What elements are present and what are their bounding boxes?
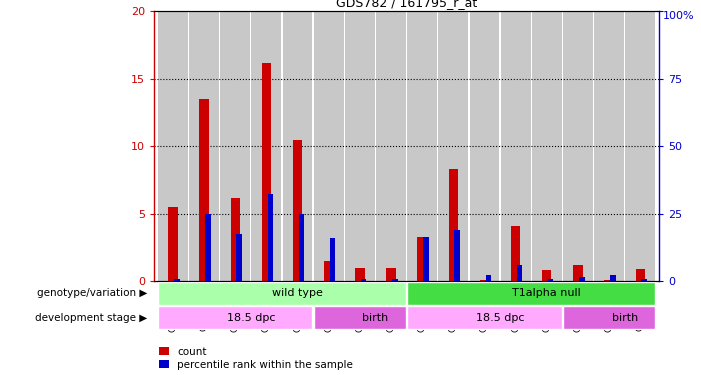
Bar (314, 306, 406, 329)
Bar (231, 198, 240, 281)
Text: T1alpha null: T1alpha null (512, 288, 581, 298)
Text: birth: birth (362, 313, 388, 323)
Bar (636, 269, 645, 281)
Bar (479, 280, 489, 281)
Bar (611, 274, 615, 281)
Bar (641, 279, 647, 281)
Bar (449, 169, 458, 281)
Bar (511, 226, 520, 281)
Bar (220, 11, 250, 281)
Bar (299, 214, 304, 281)
Bar (563, 306, 655, 329)
Bar (454, 230, 460, 281)
Legend: count, percentile rank within the sample: count, percentile rank within the sample (159, 346, 353, 370)
Bar (407, 282, 655, 305)
Bar (438, 11, 468, 281)
Bar (283, 11, 313, 281)
Bar (625, 11, 655, 281)
Bar (501, 11, 531, 281)
Bar (563, 11, 593, 281)
Bar (548, 279, 553, 281)
Bar (517, 265, 522, 281)
Bar (361, 279, 367, 281)
Bar (423, 237, 429, 281)
Text: wild type: wild type (272, 288, 323, 298)
Text: genotype/variation ▶: genotype/variation ▶ (37, 288, 147, 298)
Bar (392, 279, 397, 281)
Text: 18.5 dpc: 18.5 dpc (226, 313, 275, 323)
Bar (268, 194, 273, 281)
Bar (407, 11, 437, 281)
Bar (579, 277, 585, 281)
Bar (168, 207, 177, 281)
Bar (418, 237, 427, 281)
Bar (261, 63, 271, 281)
Bar (470, 11, 499, 281)
Bar (604, 280, 614, 281)
Title: GDS782 / 161795_r_at: GDS782 / 161795_r_at (336, 0, 477, 9)
Bar (189, 11, 219, 281)
Bar (376, 11, 406, 281)
Text: birth: birth (611, 313, 638, 323)
Bar (330, 238, 335, 281)
Text: 100%: 100% (663, 11, 695, 21)
Bar (594, 11, 624, 281)
Bar (532, 11, 562, 281)
Bar (199, 99, 209, 281)
Bar (158, 282, 406, 305)
Bar (486, 274, 491, 281)
Bar (174, 279, 179, 281)
Text: 18.5 dpc: 18.5 dpc (476, 313, 524, 323)
Bar (205, 214, 211, 281)
Text: development stage ▶: development stage ▶ (35, 313, 147, 323)
Bar (573, 265, 583, 281)
Bar (407, 306, 562, 329)
Bar (158, 306, 313, 329)
Bar (252, 11, 281, 281)
Bar (345, 11, 375, 281)
Bar (293, 140, 302, 281)
Bar (324, 261, 334, 281)
Bar (386, 268, 395, 281)
Bar (355, 268, 365, 281)
Bar (158, 11, 188, 281)
Bar (314, 11, 343, 281)
Bar (236, 234, 242, 281)
Bar (542, 270, 552, 281)
